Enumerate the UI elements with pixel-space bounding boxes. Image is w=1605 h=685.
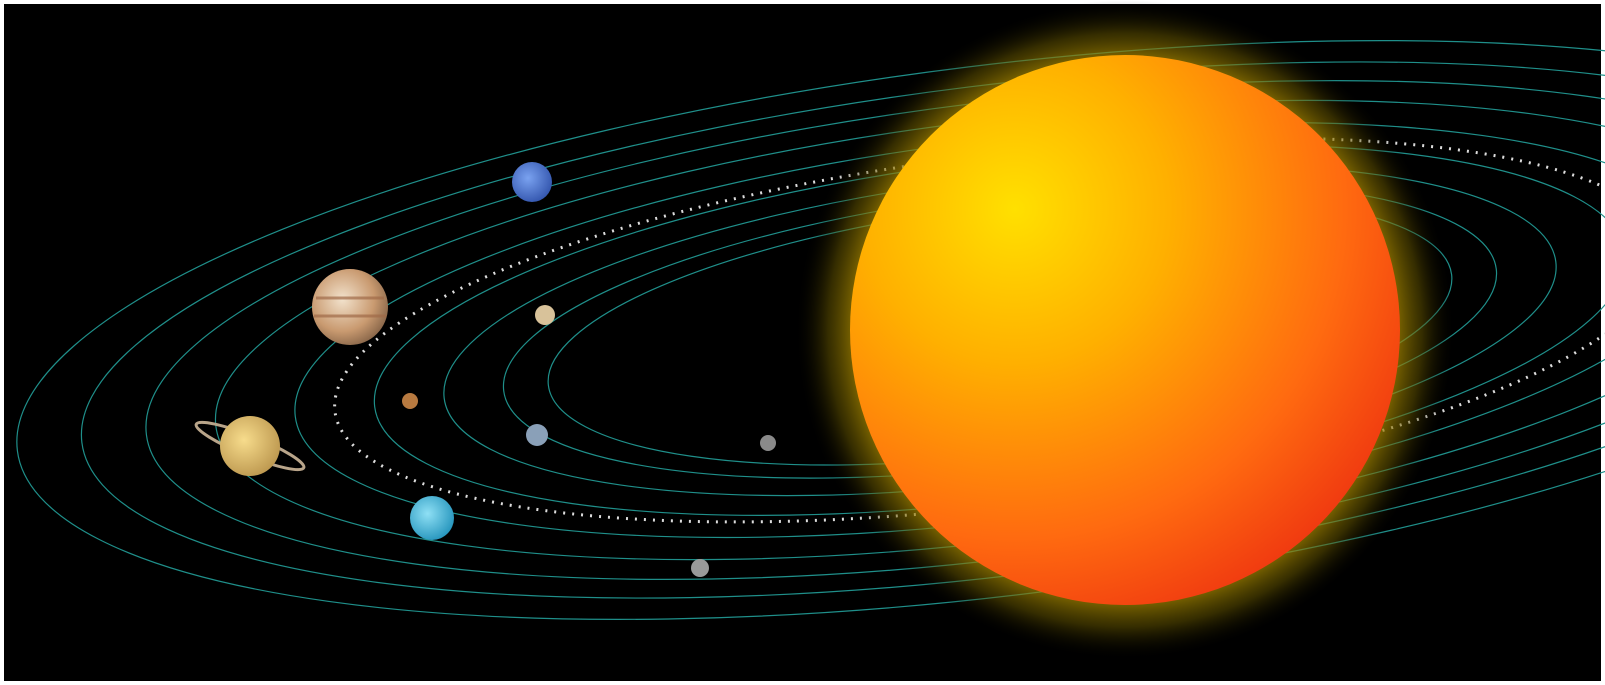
planet: [512, 162, 552, 202]
jupiter-bands: [314, 296, 386, 318]
planet: [526, 424, 548, 446]
planet: [410, 496, 454, 540]
planet: [691, 559, 709, 577]
planet: [220, 416, 280, 476]
sun: [850, 55, 1400, 605]
planet: [760, 435, 776, 451]
planet: [402, 393, 418, 409]
planet: [312, 269, 388, 345]
planet: [535, 305, 555, 325]
